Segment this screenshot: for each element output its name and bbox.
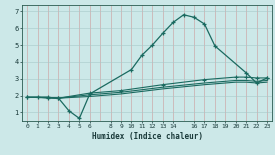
X-axis label: Humidex (Indice chaleur): Humidex (Indice chaleur) bbox=[92, 132, 203, 141]
